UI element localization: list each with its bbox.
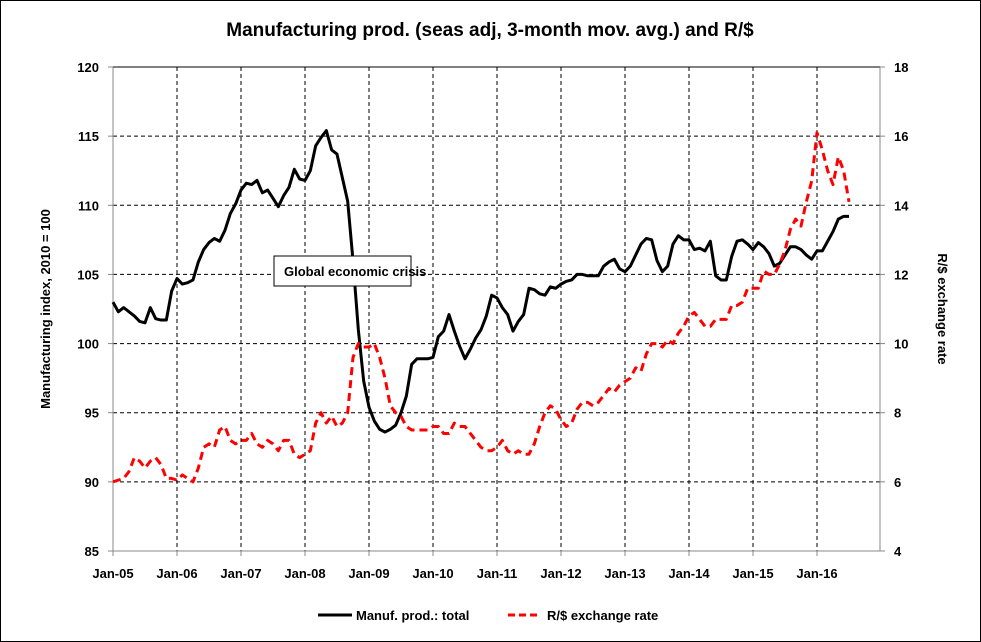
y2-tick-label: 14	[894, 198, 909, 213]
y2-tick-label: 4	[894, 544, 902, 559]
axes: 85 90 95 100 105 110 115 120 4 6 8 10 12 14 16 18 Jan-05…	[77, 60, 909, 581]
y2-tick-label: 12	[894, 267, 908, 282]
x-tick-label: Jan-15	[732, 566, 773, 581]
x-tick-label: Jan-08	[284, 566, 325, 581]
legend: Manuf. prod.: total R/$ exchange rate	[318, 608, 658, 623]
y-tick-label: 105	[77, 267, 99, 282]
y2-tick-label: 18	[894, 60, 908, 75]
annotation-text: Global economic crisis	[284, 264, 426, 279]
x-tick-label: Jan-12	[540, 566, 581, 581]
y-tick-label: 120	[77, 60, 99, 75]
y2-tick-label: 6	[894, 475, 901, 490]
gridlines	[113, 67, 880, 551]
legend-label-manuf: Manuf. prod.: total	[356, 608, 469, 623]
chart-title: Manufacturing prod. (seas adj, 3-month m…	[226, 20, 754, 41]
y-tick-label: 90	[85, 475, 99, 490]
x-tick-label: Jan-16	[796, 566, 837, 581]
series-line-exchange-rate	[112, 131, 851, 484]
y-axis-title: Manufacturing index, 2010 = 100	[38, 209, 53, 409]
x-tick-label: Jan-11	[477, 566, 517, 581]
x-tick-label: Jan-14	[668, 566, 710, 581]
y-tick-label: 115	[78, 129, 99, 144]
x-tick-label: Jan-13	[604, 566, 645, 581]
x-tick-label: Jan-10	[412, 566, 453, 581]
y-tick-label: 110	[78, 198, 99, 213]
annotation-box: Global economic crisis	[273, 255, 426, 287]
y-tick-label: 100	[77, 337, 99, 352]
y-tick-label: 95	[85, 406, 99, 421]
x-tick-label: Jan-07	[220, 566, 261, 581]
annotation-rect	[273, 255, 412, 287]
legend-label-rand: R/$ exchange rate	[547, 608, 658, 623]
y2-axis-title: R/$ exchange rate	[935, 253, 950, 364]
y2-tick-label: 8	[894, 406, 901, 421]
series-layer	[111, 129, 851, 484]
y-tick-label: 85	[85, 544, 99, 559]
y2-tick-label: 10	[894, 337, 908, 352]
series-line-manufacturing	[111, 129, 849, 434]
x-tick-label: Jan-09	[348, 566, 389, 581]
x-tick-label: Jan-05	[92, 566, 133, 581]
x-tick-label: Jan-06	[156, 566, 197, 581]
y2-tick-label: 16	[894, 129, 908, 144]
